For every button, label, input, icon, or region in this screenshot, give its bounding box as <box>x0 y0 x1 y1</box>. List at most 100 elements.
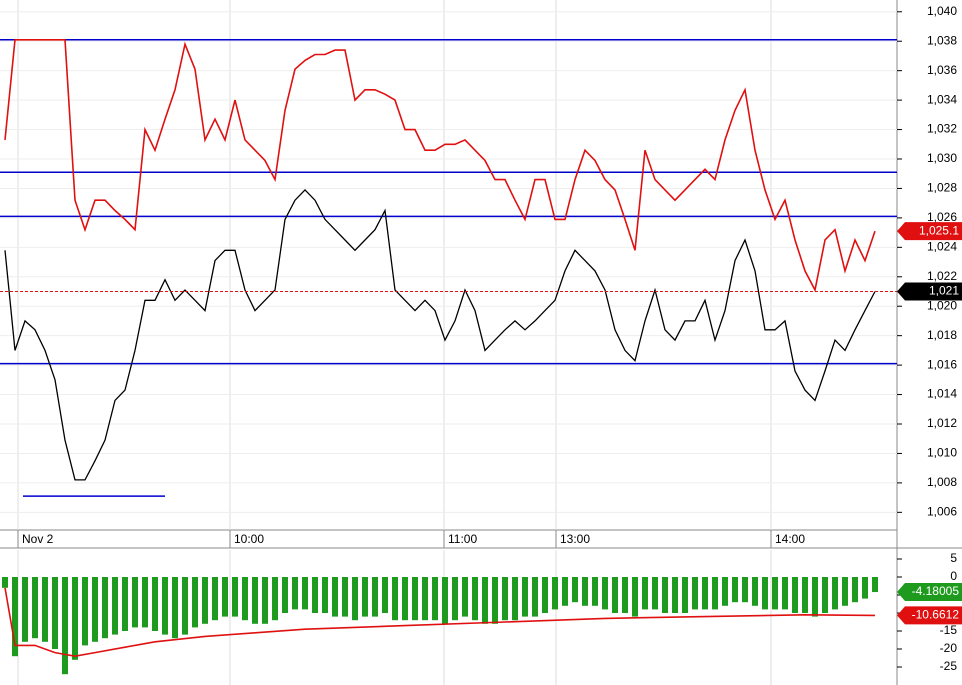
histogram-bar <box>202 577 208 624</box>
histogram-bar <box>612 577 618 613</box>
histogram-bar <box>412 577 418 621</box>
y-tick-label: 1,030 <box>927 151 957 165</box>
histogram-bar <box>532 577 538 617</box>
series-line <box>4 587 876 658</box>
histogram-bar <box>272 577 278 621</box>
y-tick-label: 1,028 <box>927 181 957 195</box>
histogram-bar <box>542 577 548 613</box>
histogram-bar <box>342 577 348 617</box>
y-tick-label: 1,024 <box>927 240 957 254</box>
histogram-bar <box>582 577 588 606</box>
y-tick-label: -20 <box>940 641 958 655</box>
histogram-bar <box>172 577 178 639</box>
histogram-bar <box>292 577 298 610</box>
histogram-bar <box>742 577 748 603</box>
last-value-label: 1,025.1 <box>919 223 959 237</box>
histogram-bar <box>242 577 248 621</box>
histogram-bar <box>392 577 398 621</box>
histogram-bar <box>372 577 378 617</box>
histogram-bar <box>602 577 608 610</box>
histogram-bar <box>432 577 438 621</box>
histogram-bar <box>352 577 358 621</box>
histogram-bar <box>1 577 8 588</box>
histogram-bar <box>32 577 38 639</box>
histogram-bar <box>662 577 668 613</box>
histogram-bar <box>802 577 808 613</box>
histogram-bar <box>322 577 328 613</box>
histogram-bar <box>852 577 858 603</box>
histogram-bar <box>62 577 68 675</box>
histogram-bar <box>182 577 188 635</box>
histogram-bar <box>522 577 528 617</box>
histogram-bar <box>512 577 518 621</box>
histogram-bar <box>812 577 818 617</box>
last-value-box <box>897 583 962 602</box>
histogram-bar <box>762 577 768 610</box>
histogram-bar <box>232 577 238 617</box>
y-tick-label: 1,012 <box>927 416 957 430</box>
y-tick-label: 1,008 <box>927 475 957 489</box>
x-tick-label: Nov 2 <box>22 532 54 546</box>
x-tick-label: 13:00 <box>560 532 590 546</box>
y-tick-label: 1,006 <box>927 505 957 519</box>
histogram-bar <box>382 577 388 613</box>
histogram-bar <box>422 577 428 621</box>
last-value-label: -4.18005 <box>912 584 960 598</box>
histogram-bar <box>312 577 318 613</box>
histogram-bar <box>562 577 568 606</box>
histogram-bar <box>472 577 478 621</box>
y-tick-label: 1,034 <box>927 92 957 106</box>
histogram-bar <box>162 577 168 635</box>
last-value-label: -10.6612 <box>912 608 960 622</box>
series-line <box>4 39 876 293</box>
histogram-bar <box>112 577 118 635</box>
histogram-bar <box>632 577 638 617</box>
y-tick-label: 5 <box>950 551 957 565</box>
last-value-box <box>897 282 962 301</box>
histogram-bar <box>452 577 458 621</box>
histogram-bar <box>502 577 508 621</box>
y-tick-label: 1,036 <box>927 63 957 77</box>
series-line <box>4 188 876 481</box>
histogram-bar <box>832 577 838 610</box>
histogram-bar <box>12 577 18 657</box>
y-tick-label: 1,014 <box>927 387 957 401</box>
y-tick-label: 1,018 <box>927 328 957 342</box>
histogram-bar <box>22 577 28 642</box>
y-tick-label: 1,026 <box>927 210 957 224</box>
histogram-bar <box>592 577 598 606</box>
y-tick-label: 1,022 <box>927 269 957 283</box>
histogram-bar <box>302 577 308 610</box>
histogram-bar <box>152 577 158 631</box>
histogram-bar <box>132 577 138 628</box>
histogram-bar <box>682 577 688 613</box>
histogram-bar <box>482 577 488 624</box>
histogram-bar <box>52 577 58 649</box>
histogram-bar <box>702 577 708 610</box>
y-tick-label: 1,020 <box>927 298 957 312</box>
y-tick-label: 1,032 <box>927 122 957 136</box>
histogram-bar <box>782 577 788 610</box>
histogram-bar <box>692 577 698 610</box>
histogram-bar <box>642 577 648 610</box>
histogram-bar <box>462 577 468 617</box>
histogram-bar <box>552 577 558 610</box>
histogram-bar <box>332 577 338 617</box>
histogram-bar <box>822 577 828 613</box>
histogram-bar <box>722 577 728 606</box>
y-tick-label: 1,040 <box>927 4 957 18</box>
y-tick-label: 1,010 <box>927 446 957 460</box>
x-tick-label: 11:00 <box>448 532 477 546</box>
histogram-bar <box>402 577 408 621</box>
histogram-bar <box>572 577 578 603</box>
histogram-bar <box>672 577 678 613</box>
histogram-bar <box>282 577 288 613</box>
histogram-bar <box>212 577 218 621</box>
histogram-bar <box>492 577 498 624</box>
histogram-bar <box>72 577 78 660</box>
histogram-bar <box>102 577 108 639</box>
histogram-bar <box>142 577 148 628</box>
histogram-bar <box>872 577 878 593</box>
